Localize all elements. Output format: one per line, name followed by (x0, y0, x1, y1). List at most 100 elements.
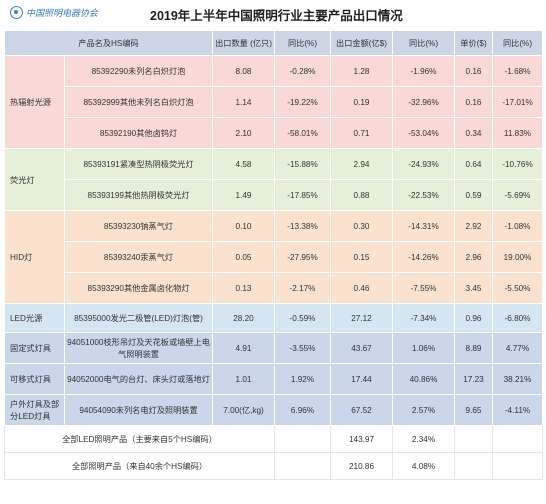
amount-yoy: -22.53% (392, 179, 455, 211)
amount-yoy: 1.06% (392, 332, 455, 364)
summary-amount: 143.97 (330, 425, 393, 453)
header-qty-yoy: 同比(%) (274, 30, 331, 56)
table-row: 85393290其他金属卤化物灯 0.13 -2.17% 0.46 -7.55%… (5, 272, 543, 304)
product: 85392290未列名白炽灯泡 (64, 55, 213, 87)
amount: 0.15 (330, 241, 393, 273)
amount: 1.28 (330, 55, 393, 87)
product: 85392999其他未列名白炽灯泡 (64, 86, 213, 118)
price: 2.92 (454, 210, 493, 242)
qty-yoy: -15.88% (274, 148, 331, 180)
price: 2.96 (454, 241, 493, 273)
amount: 43.67 (330, 332, 393, 364)
amount-yoy: -53.04% (392, 117, 455, 149)
category-led: LED光源 (4, 303, 65, 333)
qty-yoy: -13.38% (274, 210, 331, 242)
qty: 0.05 (212, 241, 275, 273)
price: 17.23 (454, 363, 493, 395)
price: 0.16 (454, 86, 493, 118)
summary-amount-yoy: 2.34% (392, 425, 455, 453)
amount-yoy: 2.57% (392, 394, 455, 426)
price-yoy: 11.83% (492, 117, 543, 149)
category-mov: 可移式灯具 (4, 363, 65, 395)
amount: 17.44 (330, 363, 393, 395)
price: 9.65 (454, 394, 493, 426)
amount-yoy: -24.93% (392, 148, 455, 180)
header-amount: 出口金额(亿$) (330, 30, 393, 56)
header-price: 单价($) (454, 30, 493, 56)
price-yoy: -1.08% (492, 210, 543, 242)
amount: 67.52 (330, 394, 393, 426)
qty-yoy: -0.28% (274, 55, 331, 87)
category-fl: 荧光灯 (4, 148, 65, 211)
amount-yoy: -7.55% (392, 272, 455, 304)
product: 94052000电气的台灯、床头灯或落地灯 (64, 363, 213, 395)
logo-icon (10, 6, 23, 19)
logo-text: 中国照明电器协会 (26, 8, 99, 18)
product: 94051000枝形吊灯及天花板或墙壁上电气照明装置 (64, 332, 213, 364)
qty-yoy: 1.92% (274, 363, 331, 395)
amount-yoy: -14.31% (392, 210, 455, 242)
amount-yoy: -14.26% (392, 241, 455, 273)
qty: 8.08 (212, 55, 275, 87)
summary-empty (454, 452, 493, 480)
price-yoy: -5.69% (492, 179, 543, 211)
price-yoy: -1.68% (492, 55, 543, 87)
price-yoy: -17.01% (492, 86, 543, 118)
amount: 2.94 (330, 148, 393, 180)
table-row: HID灯 85393230钠蒸气灯 0.10 -13.38% 0.30 -14.… (4, 210, 543, 304)
amount-yoy: -1.96% (392, 55, 455, 87)
amount-yoy: -7.34% (392, 303, 455, 333)
table-row: 热辐射光源 85392290未列名白炽灯泡 8.08 -0.28% 1.28 -… (4, 55, 543, 149)
amount: 0.19 (330, 86, 393, 118)
summary-empty (492, 425, 543, 453)
qty: 28.20 (212, 303, 275, 333)
table-row: 荧光灯 85393191紧凑型热阴极荧光灯 4.58 -15.88% 2.94 … (4, 148, 543, 211)
price-yoy: -6.80% (492, 303, 543, 333)
summary-empty (274, 425, 331, 453)
table-row: 可移式灯具 94052000电气的台灯、床头灯或落地灯 1.01 1.92% 1… (4, 363, 543, 395)
export-table: 产品名及HS编码 出口数量 (亿只) 同比(%) 出口金额(亿$) 同比(%) … (4, 30, 543, 480)
summary-amount: 210.86 (330, 452, 393, 480)
summary-empty (274, 452, 331, 480)
qty-yoy: -19.22% (274, 86, 331, 118)
qty-yoy: -27.95% (274, 241, 331, 273)
category-hid: HID灯 (4, 210, 65, 304)
price: 0.59 (454, 179, 493, 211)
product: 85395000发光二极管(LED)灯泡(管) (64, 303, 213, 333)
table-row: 85392190其他卤钨灯 2.10 -58.01% 0.71 -53.04% … (5, 117, 543, 149)
qty: 7.00(亿,kg) (212, 394, 275, 426)
qty: 2.10 (212, 117, 275, 149)
summary-amount-yoy: 4.08% (392, 452, 455, 480)
qty: 4.91 (212, 332, 275, 364)
price: 8.89 (454, 332, 493, 364)
header: 中国照明电器协会 2019年上半年中国照明行业主要产品出口情况 (0, 0, 546, 28)
price: 0.16 (454, 55, 493, 87)
category-out: 户外灯具及部分LED灯具 (4, 394, 65, 426)
table-row: 85393240汞蒸气灯 0.05 -27.95% 0.15 -14.26% 2… (5, 241, 543, 273)
price-yoy: 4.77% (492, 332, 543, 364)
product: 85393191紧凑型热阴极荧光灯 (64, 148, 213, 180)
header-qty: 出口数量 (亿只) (212, 30, 275, 56)
summary-empty (492, 452, 543, 480)
amount: 0.88 (330, 179, 393, 211)
price: 0.64 (454, 148, 493, 180)
header-amount-yoy: 同比(%) (392, 30, 455, 56)
qty-yoy: -17.85% (274, 179, 331, 211)
qty-yoy: -3.55% (274, 332, 331, 364)
price-yoy: 38.21% (492, 363, 543, 395)
amount: 0.71 (330, 117, 393, 149)
amount: 27.12 (330, 303, 393, 333)
product: 94054090未列名电灯及照明装置 (64, 394, 213, 426)
summary-row: 全部照明产品（来自40余个HS编码） 210.86 4.08% (4, 452, 543, 480)
table-row: 固定式灯具 94051000枝形吊灯及天花板或墙壁上电气照明装置 4.91 -3… (4, 332, 543, 364)
qty: 1.01 (212, 363, 275, 395)
price: 0.96 (454, 303, 493, 333)
header-price-yoy: 同比(%) (492, 30, 543, 56)
qty-yoy: -58.01% (274, 117, 331, 149)
logo: 中国照明电器协会 (10, 6, 98, 19)
price-yoy: 19.00% (492, 241, 543, 273)
product: 85393199其他热阴极荧光灯 (64, 179, 213, 211)
table-row: 户外灯具及部分LED灯具 94054090未列名电灯及照明装置 7.00(亿,k… (4, 394, 543, 426)
table-row: LED光源 85395000发光二极管(LED)灯泡(管) 28.20 -0.5… (4, 303, 543, 333)
amount-yoy: -32.96% (392, 86, 455, 118)
